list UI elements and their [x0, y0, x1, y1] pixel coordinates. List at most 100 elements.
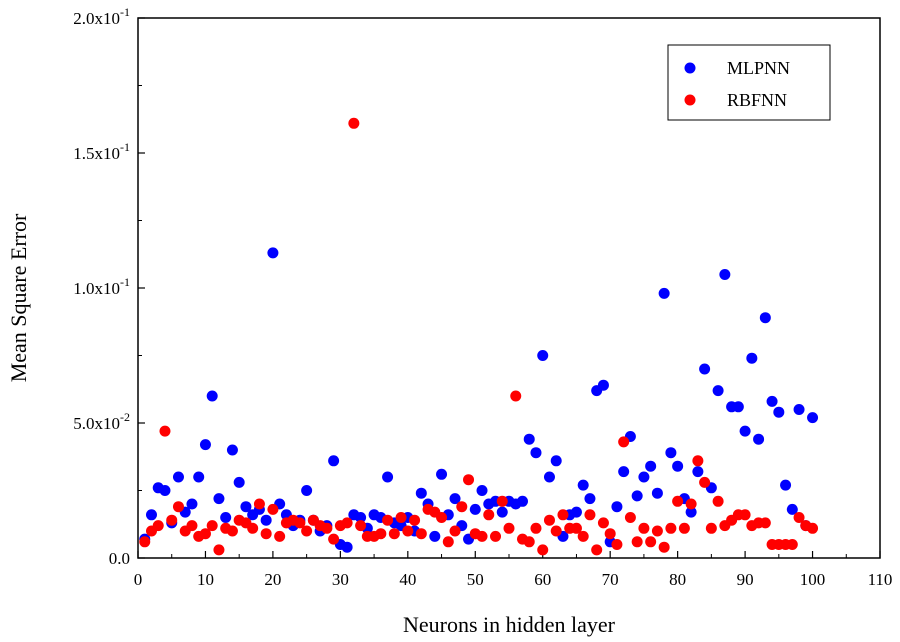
- point-rbfnn: [685, 498, 697, 510]
- x-tick-label: 110: [868, 570, 893, 589]
- point-mlpnn: [793, 404, 805, 415]
- legend-label-mlpnn: MLPNN: [727, 58, 790, 78]
- point-rbfnn: [341, 517, 353, 529]
- point-rbfnn: [604, 528, 616, 540]
- point-mlpnn: [631, 490, 643, 502]
- point-mlpnn: [732, 401, 744, 413]
- point-rbfnn: [611, 539, 623, 550]
- legend: MLPNN RBFNN: [667, 44, 831, 121]
- point-rbfnn: [759, 517, 771, 529]
- point-mlpnn: [719, 269, 731, 280]
- point-rbfnn: [294, 517, 306, 529]
- point-rbfnn: [807, 522, 819, 534]
- point-mlpnn: [186, 498, 198, 510]
- x-axis-title: Neurons in hidden layer: [403, 612, 616, 637]
- point-mlpnn: [786, 503, 798, 515]
- point-rbfnn: [152, 520, 164, 532]
- point-rbfnn: [199, 528, 211, 540]
- point-rbfnn: [570, 522, 582, 534]
- point-rbfnn: [577, 530, 589, 542]
- point-rbfnn: [483, 509, 495, 521]
- point-mlpnn: [429, 530, 441, 542]
- point-mlpnn: [267, 247, 279, 259]
- x-tick-label: 30: [332, 570, 349, 589]
- point-rbfnn: [301, 525, 313, 537]
- point-rbfnn: [409, 514, 421, 526]
- point-rbfnn: [355, 520, 367, 532]
- point-rbfnn: [139, 536, 151, 548]
- point-mlpnn: [240, 501, 252, 513]
- point-mlpnn: [328, 455, 340, 467]
- point-mlpnn: [807, 412, 819, 424]
- point-rbfnn: [415, 528, 427, 540]
- x-tick-label: 70: [602, 570, 619, 589]
- point-mlpnn: [712, 385, 724, 397]
- point-rbfnn: [591, 544, 603, 556]
- point-mlpnn: [341, 541, 353, 553]
- point-rbfnn: [658, 541, 670, 553]
- point-rbfnn: [166, 514, 178, 526]
- legend-box: [667, 44, 831, 121]
- point-mlpnn: [260, 514, 272, 526]
- point-mlpnn: [220, 512, 232, 523]
- point-rbfnn: [476, 530, 488, 542]
- point-rbfnn: [159, 425, 171, 437]
- point-mlpnn: [159, 485, 171, 496]
- point-rbfnn: [321, 522, 333, 534]
- point-rbfnn: [496, 495, 508, 507]
- point-mlpnn: [780, 479, 792, 491]
- x-tick-label: 50: [467, 570, 484, 589]
- legend-marker-rbfnn: [684, 94, 696, 106]
- point-rbfnn: [584, 509, 596, 521]
- point-rbfnn: [213, 544, 225, 556]
- point-rbfnn: [793, 512, 805, 523]
- point-rbfnn: [503, 522, 515, 534]
- point-mlpnn: [692, 466, 704, 478]
- point-rbfnn: [537, 544, 549, 556]
- point-rbfnn: [624, 512, 636, 523]
- legend-label-rbfnn: RBFNN: [727, 90, 787, 110]
- point-mlpnn: [746, 352, 758, 364]
- point-mlpnn: [537, 350, 549, 361]
- x-tick-label: 60: [534, 570, 551, 589]
- point-rbfnn: [436, 512, 448, 523]
- point-rbfnn: [557, 509, 569, 521]
- point-rbfnn: [172, 501, 184, 513]
- point-mlpnn: [577, 479, 589, 491]
- point-mlpnn: [436, 468, 448, 480]
- point-rbfnn: [253, 498, 265, 510]
- x-tick-label: 100: [800, 570, 826, 589]
- point-mlpnn: [611, 501, 623, 513]
- point-mlpnn: [672, 460, 684, 472]
- point-rbfnn: [388, 528, 400, 540]
- point-rbfnn: [550, 525, 562, 537]
- point-rbfnn: [382, 514, 394, 526]
- point-rbfnn: [739, 509, 751, 521]
- point-rbfnn: [672, 495, 684, 507]
- point-mlpnn: [469, 503, 481, 515]
- point-mlpnn: [739, 425, 751, 437]
- point-mlpnn: [651, 487, 663, 499]
- point-rbfnn: [651, 525, 663, 537]
- point-rbfnn: [530, 522, 542, 534]
- point-rbfnn: [523, 536, 535, 548]
- point-rbfnn: [463, 474, 475, 486]
- point-rbfnn: [449, 525, 461, 537]
- point-mlpnn: [213, 493, 225, 505]
- point-mlpnn: [753, 433, 765, 445]
- point-mlpnn: [638, 471, 650, 483]
- point-mlpnn: [193, 471, 205, 483]
- y-tick-label: 1.5x10-1: [73, 140, 130, 163]
- point-rbfnn: [490, 530, 502, 542]
- x-tick-label: 90: [737, 570, 754, 589]
- point-mlpnn: [773, 406, 785, 418]
- y-tick-label: 2.0x10-1: [73, 5, 130, 28]
- point-mlpnn: [476, 485, 488, 496]
- point-mlpnn: [570, 506, 582, 518]
- point-mlpnn: [543, 471, 555, 483]
- point-mlpnn: [516, 495, 528, 507]
- point-rbfnn: [260, 528, 272, 540]
- legend-marker-mlpnn: [684, 62, 696, 74]
- point-mlpnn: [530, 447, 542, 459]
